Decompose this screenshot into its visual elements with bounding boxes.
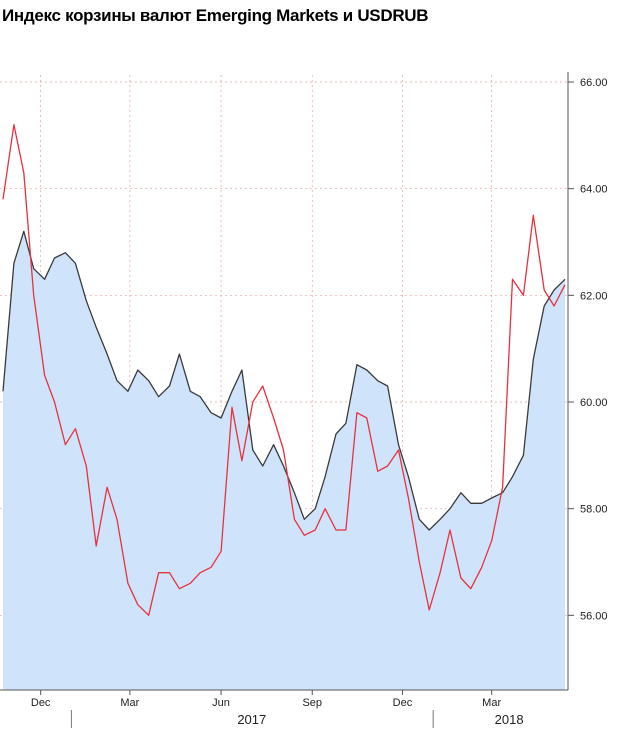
year-label: 2018 bbox=[495, 712, 524, 727]
x-tick-label: Jun bbox=[212, 697, 230, 709]
year-label: 2017 bbox=[237, 712, 266, 727]
y-tick-label: 66.00 bbox=[580, 77, 608, 89]
chart-title: Индекс корзины валют Emerging Markets и … bbox=[2, 6, 429, 25]
x-tick-label: Dec bbox=[31, 697, 51, 709]
em-index-area bbox=[3, 231, 565, 691]
axes: 56.00 58.00 60.00 62.00 64.00 66.00 Dec Mar Jun S… bbox=[0, 72, 608, 728]
x-tick-label: Dec bbox=[393, 697, 413, 709]
em-index-fill bbox=[3, 231, 565, 691]
y-tick-label: 56.00 bbox=[580, 610, 608, 622]
y-tick-label: 64.00 bbox=[580, 184, 608, 196]
usdrub-series bbox=[2, 124, 566, 616]
y-tick-label: 60.00 bbox=[580, 397, 608, 409]
x-tick-label: Sep bbox=[302, 697, 322, 709]
usdrub-line bbox=[2, 124, 566, 616]
em-index-series bbox=[2, 230, 566, 531]
y-tick-label: 62.00 bbox=[580, 290, 608, 302]
em-index-line bbox=[2, 230, 566, 531]
y-tick-label: 58.00 bbox=[580, 504, 608, 516]
x-tick-label: Mar bbox=[120, 697, 139, 709]
x-tick-label: Mar bbox=[482, 697, 501, 709]
